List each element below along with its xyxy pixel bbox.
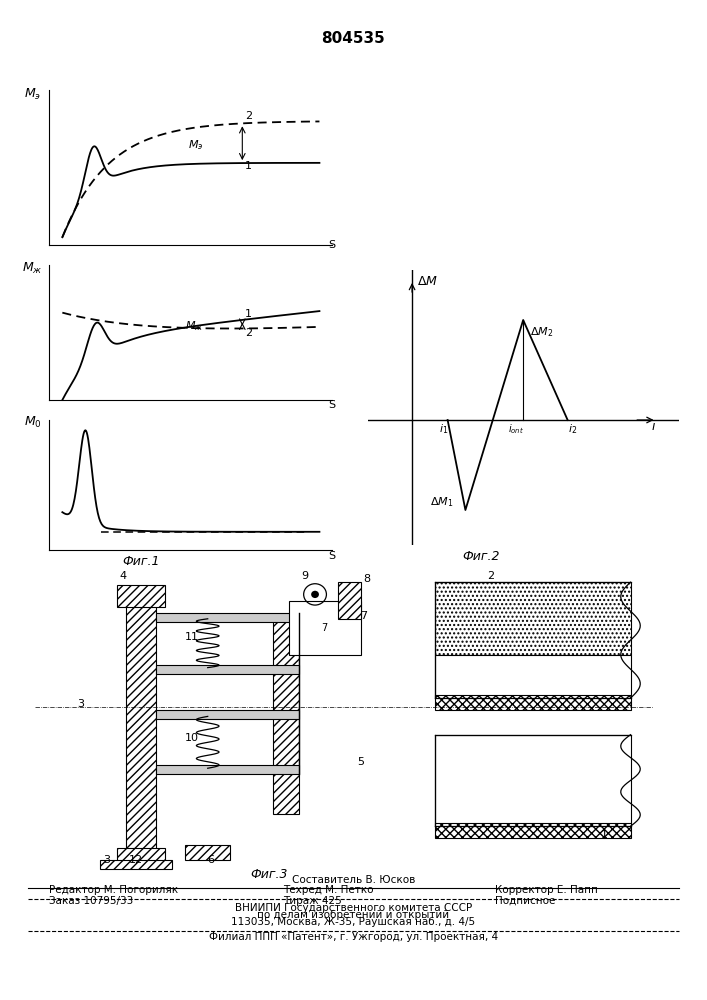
Text: $\Delta M_1$: $\Delta M_1$ xyxy=(430,495,453,509)
Text: S: S xyxy=(329,551,336,561)
Text: 3: 3 xyxy=(77,699,84,709)
Text: 2: 2 xyxy=(245,328,252,338)
Text: 1: 1 xyxy=(601,830,608,840)
Text: 4: 4 xyxy=(119,571,127,581)
Text: 3: 3 xyxy=(103,855,110,865)
Y-axis label: $M_э$: $M_э$ xyxy=(24,87,41,102)
Text: Корректор Е. Папп: Корректор Е. Папп xyxy=(495,885,598,895)
Text: $M_ж$: $M_ж$ xyxy=(185,319,204,333)
Bar xyxy=(273,616,299,814)
Text: Техред М. Петко: Техред М. Петко xyxy=(283,885,373,895)
Text: $i_2$: $i_2$ xyxy=(568,422,577,436)
Bar xyxy=(156,765,299,774)
Text: 10: 10 xyxy=(185,733,199,743)
Text: Заказ 10795/33: Заказ 10795/33 xyxy=(49,896,134,906)
Text: Фиг.2: Фиг.2 xyxy=(462,550,500,563)
Text: Тираж 425: Тираж 425 xyxy=(283,896,341,906)
Bar xyxy=(185,844,230,860)
Text: 9: 9 xyxy=(302,571,309,581)
Text: 7: 7 xyxy=(322,623,328,633)
Text: S: S xyxy=(329,400,336,410)
Y-axis label: $M_ж$: $M_ж$ xyxy=(22,261,43,276)
Text: Фиг.1: Фиг.1 xyxy=(122,555,160,568)
Bar xyxy=(117,585,165,607)
Text: 12: 12 xyxy=(129,855,144,865)
Text: Подписное: Подписное xyxy=(495,896,555,906)
Text: 7: 7 xyxy=(361,611,368,621)
Text: 8: 8 xyxy=(363,574,370,584)
Text: 6: 6 xyxy=(207,855,214,865)
Bar xyxy=(289,600,361,655)
Bar xyxy=(436,582,631,655)
Text: Филиал ППП «Патент», г. Ужгород, ул. Проектная, 4: Филиал ППП «Патент», г. Ужгород, ул. Про… xyxy=(209,932,498,942)
Text: Фиг.3: Фиг.3 xyxy=(250,868,288,881)
Text: 2: 2 xyxy=(487,571,494,581)
Text: ВНИИПИ Государственного комитета СССР: ВНИИПИ Государственного комитета СССР xyxy=(235,903,472,913)
Bar xyxy=(156,613,299,622)
Text: $M_э$: $M_э$ xyxy=(188,138,204,152)
Text: 804535: 804535 xyxy=(322,31,385,46)
Text: $i_{ont}$: $i_{ont}$ xyxy=(508,422,525,436)
Text: $i_1$: $i_1$ xyxy=(438,422,448,436)
Text: S: S xyxy=(329,240,336,250)
Bar xyxy=(338,582,361,619)
Text: $\Delta M$: $\Delta M$ xyxy=(416,275,438,288)
Bar xyxy=(156,665,299,674)
Text: i: i xyxy=(652,420,655,433)
Bar xyxy=(117,848,165,866)
Bar xyxy=(156,710,299,719)
Text: 1: 1 xyxy=(245,309,252,319)
Bar xyxy=(436,735,631,826)
Text: 1: 1 xyxy=(245,161,252,171)
Bar xyxy=(436,823,631,838)
Y-axis label: $M_0$: $M_0$ xyxy=(23,415,42,430)
Text: Составитель В. Юсков: Составитель В. Юсков xyxy=(292,875,415,885)
Text: $\Delta M_2$: $\Delta M_2$ xyxy=(530,325,553,339)
Text: 5: 5 xyxy=(357,757,364,767)
Text: Редактор М. Погориляк: Редактор М. Погориляк xyxy=(49,885,179,895)
Text: 113035, Москва, Ж-35, Раушская наб., д. 4/5: 113035, Москва, Ж-35, Раушская наб., д. … xyxy=(231,917,476,927)
Circle shape xyxy=(311,591,319,598)
Text: по делам изобретений и открытий: по делам изобретений и открытий xyxy=(257,910,450,920)
Bar xyxy=(127,600,156,851)
Bar xyxy=(436,695,631,710)
Text: 2: 2 xyxy=(245,111,252,121)
Bar xyxy=(100,860,172,869)
Text: 11: 11 xyxy=(185,632,199,642)
Bar xyxy=(436,655,631,698)
